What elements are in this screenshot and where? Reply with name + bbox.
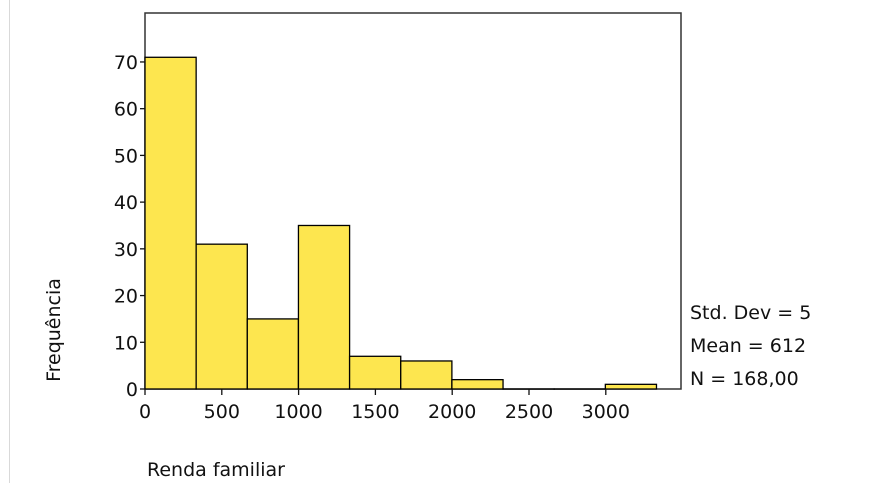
y-tick-label: 30	[114, 239, 138, 261]
y-axis-label: Frequência	[43, 278, 65, 382]
histogram-bar	[246, 318, 300, 390]
y-tick-label: 20	[114, 286, 138, 308]
histogram-bar	[451, 379, 504, 390]
histogram-bar	[297, 224, 351, 390]
y-tick-label: 0	[126, 379, 138, 401]
y-tick-label: 10	[114, 332, 138, 354]
x-tick-label: 2000	[428, 401, 476, 423]
x-tick-label: 1000	[274, 401, 322, 423]
x-tick-label: 500	[204, 401, 240, 423]
histogram-bar	[348, 355, 402, 390]
histogram-bar	[604, 383, 658, 390]
x-tick-label: 3000	[582, 401, 630, 423]
histogram-bar	[400, 360, 453, 390]
histogram-bar	[195, 243, 248, 390]
stat-line: Std. Dev = 5	[690, 302, 811, 324]
left-divider	[9, 0, 10, 483]
x-tick-label: 2500	[505, 401, 553, 423]
y-tick-label: 60	[114, 99, 138, 121]
x-tick-label: 0	[139, 401, 151, 423]
right-crop-edge	[845, 0, 879, 483]
x-tick-label: 1500	[351, 401, 399, 423]
histogram-bar	[144, 56, 197, 390]
y-tick-label: 70	[114, 52, 138, 74]
y-tick-label: 50	[114, 145, 138, 167]
stat-line: Mean = 612	[690, 335, 806, 357]
x-axis-label: Renda familiar	[147, 459, 285, 481]
stat-line: N = 168,00	[690, 368, 799, 390]
y-tick-label: 40	[114, 192, 138, 214]
